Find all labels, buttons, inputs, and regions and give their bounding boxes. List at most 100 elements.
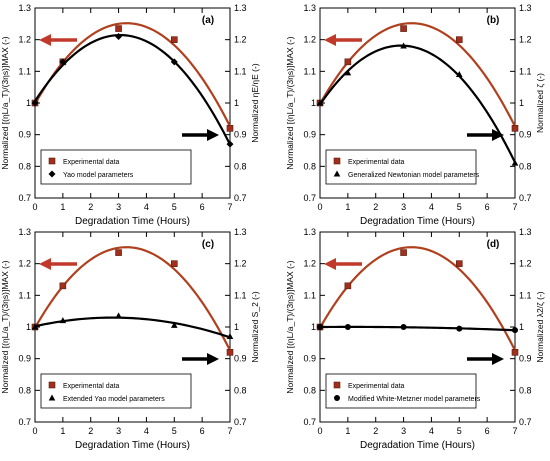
x-tick-label: 0 <box>317 426 322 436</box>
x-tick-label: 0 <box>32 426 37 436</box>
data-point <box>455 260 463 267</box>
data-point <box>115 249 122 256</box>
legend-marker <box>333 157 341 165</box>
y-tick-label-right: 0.7 <box>519 417 532 427</box>
legend-marker <box>48 157 56 165</box>
data-point <box>226 333 234 339</box>
legend-marker <box>334 395 340 401</box>
y-tick-label-right: 1.1 <box>519 66 532 76</box>
x-axis-label: Degradation Time (Hours) <box>360 440 475 451</box>
y-tick-label: 0.7 <box>18 417 31 427</box>
data-point <box>511 125 519 132</box>
y-tick-label-right: 1.1 <box>234 66 247 76</box>
y-tick-label: 0.7 <box>303 417 316 427</box>
x-tick-label: 6 <box>200 426 205 436</box>
legend-label: Extended Yao model parameters <box>63 396 165 403</box>
x-tick-label: 4 <box>429 426 434 436</box>
legend-marker <box>48 170 56 178</box>
x-axis-label: Degradation Time (Hours) <box>360 216 475 227</box>
y-tick-label: 1 <box>26 322 31 332</box>
y-tick-label-right: 1.1 <box>234 290 247 300</box>
data-point <box>226 349 234 356</box>
x-tick-label: 2 <box>88 426 93 436</box>
right-arrow-head <box>492 129 504 141</box>
legend-marker <box>333 381 341 389</box>
x-tick-label: 1 <box>345 426 350 436</box>
y-axis-label-right: Normalized ηE/ηE (-) <box>250 63 260 143</box>
data-point <box>456 325 463 332</box>
chart-panel-d: 0 1 2 3 4 5 6 70.7 0.70.8 0.80.9 0.91 11.1 1.11.2 1.2… <box>285 227 545 451</box>
y-tick-label-right: 1.3 <box>234 227 247 237</box>
data-point <box>400 249 407 256</box>
legend-label: Experimental data <box>348 383 405 390</box>
data-point <box>115 25 122 32</box>
legend-box <box>40 373 192 409</box>
data-point <box>344 69 352 76</box>
data-point <box>317 324 323 330</box>
y-tick-label: 0.8 <box>303 385 316 395</box>
x-tick-label: 7 <box>227 202 232 212</box>
series-line-0 <box>34 246 231 351</box>
y-tick-label: 0.9 <box>18 354 31 364</box>
x-tick-label: 1 <box>60 202 65 212</box>
data-point <box>455 71 463 77</box>
x-axis-label: Degradation Time (Hours) <box>75 216 190 227</box>
x-tick-label: 1 <box>60 426 65 436</box>
left-arrow-head <box>39 34 51 46</box>
data-point <box>400 42 407 49</box>
x-tick-label: 5 <box>457 202 462 212</box>
y-tick-label-right: 1 <box>234 322 239 332</box>
x-tick-label: 6 <box>200 202 205 212</box>
legend-label: Experimental data <box>348 159 405 166</box>
y-tick-label: 0.7 <box>18 193 31 203</box>
y-axis-label-right: Normalized S_2 (-) <box>250 291 260 362</box>
y-tick-label-right: 1.2 <box>519 35 532 45</box>
data-point <box>511 159 519 166</box>
legend-label: Generalized Newtonian model parameters <box>348 172 480 179</box>
x-tick-label: 4 <box>429 202 434 212</box>
data-point <box>226 140 234 148</box>
data-point <box>59 317 67 324</box>
x-tick-label: 1 <box>345 202 350 212</box>
x-tick-label: 3 <box>116 202 121 212</box>
x-tick-label: 3 <box>401 202 406 212</box>
legend-box <box>325 149 477 185</box>
y-tick-label: 0.9 <box>303 130 316 140</box>
data-point <box>344 324 351 330</box>
y-tick-label: 1 <box>311 98 316 108</box>
y-axis-label-right: Normalized λ2/ζ (-) <box>535 291 545 362</box>
x-tick-label: 7 <box>512 202 517 212</box>
right-arrow-head <box>207 353 219 365</box>
y-tick-label: 1.2 <box>18 35 31 45</box>
y-tick-label: 1.2 <box>18 259 31 269</box>
y-tick-label: 1.1 <box>303 290 316 300</box>
y-tick-label: 1.3 <box>303 227 316 237</box>
x-tick-label: 5 <box>457 426 462 436</box>
y-tick-label-right: 1 <box>519 98 524 108</box>
right-arrow-head <box>207 129 219 141</box>
left-arrow-head <box>39 258 51 270</box>
y-tick-label: 0.9 <box>303 354 316 364</box>
y-tick-label-right: 1.2 <box>234 35 247 45</box>
y-tick-label: 1.1 <box>18 290 31 300</box>
y-tick-label-right: 1 <box>519 322 524 332</box>
legend-box <box>40 149 192 185</box>
y-tick-label-right: 1.3 <box>234 3 247 13</box>
y-tick-label: 0.9 <box>18 130 31 140</box>
y-tick-label: 0.8 <box>18 161 31 171</box>
legend-marker <box>48 381 56 389</box>
data-point <box>115 33 123 40</box>
y-tick-label: 1 <box>311 322 316 332</box>
panel-label: (b) <box>487 15 500 26</box>
data-point <box>400 324 407 330</box>
series-line-1 <box>319 44 516 163</box>
y-tick-label-right: 0.8 <box>234 161 247 171</box>
data-point <box>344 58 352 66</box>
series-line-0 <box>319 22 516 127</box>
x-tick-label: 2 <box>373 202 378 212</box>
y-tick-label-right: 0.7 <box>234 417 247 427</box>
y-tick-label-right: 0.9 <box>519 130 532 140</box>
y-tick-label-right: 0.7 <box>234 193 247 203</box>
y-tick-label: 1.1 <box>303 66 316 76</box>
